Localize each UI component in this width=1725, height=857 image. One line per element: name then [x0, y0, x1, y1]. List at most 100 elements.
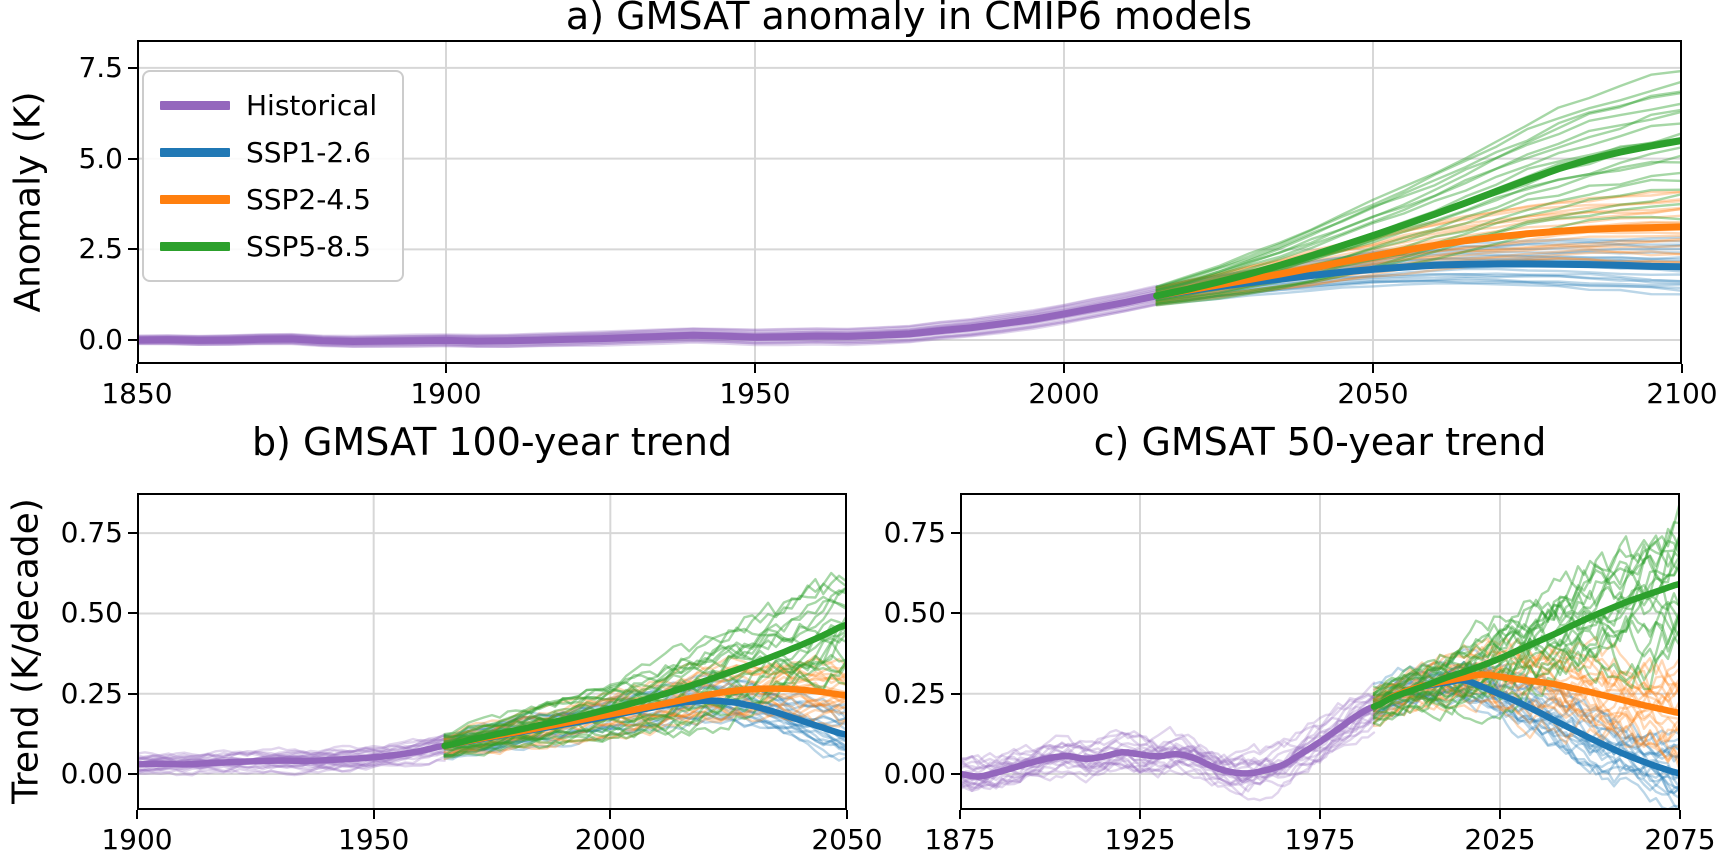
x-tick-label: 2100 [1646, 377, 1718, 410]
x-tick-label: 2000 [574, 823, 646, 856]
series-ssp2-4.5-ensemble-line [443, 699, 847, 751]
y-tick-label: 2.5 [78, 232, 123, 266]
series-ssp5-8.5-ensemble-line [443, 653, 847, 756]
x-tick-label: 2050 [1337, 377, 1409, 410]
series-historical-ensemble-line [137, 733, 446, 763]
series-ssp5-8.5-ensemble-line [1372, 612, 1680, 721]
y-tick-label: 0.50 [883, 596, 946, 630]
legend-label: Historical [246, 89, 378, 122]
series-ssp2-4.5-ensemble-line [1372, 677, 1680, 760]
series-ssp2-4.5-ensemble-line [443, 702, 847, 757]
series-historical-ensemble-line [960, 711, 1376, 789]
series-historical-ensemble-line [137, 733, 446, 759]
y-tick-mark [951, 532, 960, 535]
series-ssp2-4.5-ensemble-line [1155, 257, 1682, 307]
y-tick-label: 0.50 [60, 596, 123, 630]
series-historical-ensemble-line [960, 722, 1376, 793]
series-ssp5-8.5-ensemble-line [1372, 629, 1680, 725]
legend-swatch-historical [160, 101, 230, 110]
panel-a-title: a) GMSAT anomaly in CMIP6 models [565, 0, 1253, 38]
series-historical-ensemble-line [960, 716, 1376, 796]
x-tick-mark [1681, 364, 1683, 373]
series-ssp1-2.6-ensemble-line [443, 713, 847, 758]
y-tick-label: 0.0 [78, 323, 123, 357]
series-historical-mean-line [137, 292, 1161, 345]
x-tick-label: 1925 [1104, 823, 1176, 856]
x-tick-mark [609, 810, 612, 819]
series-ssp2-4.5-mean-line [1153, 223, 1682, 300]
series-ssp5-8.5-ensemble-line [1372, 543, 1680, 697]
series-historical-ensemble-line [137, 286, 1158, 339]
x-tick-label: 1875 [924, 823, 996, 856]
series-ssp2-4.5-ensemble-line [443, 691, 847, 749]
series-ssp1-2.6-ensemble-line [1155, 282, 1682, 306]
y-tick-mark [128, 532, 137, 535]
plot-border [137, 493, 847, 810]
series-ssp5-8.5-mean-line [441, 621, 847, 750]
series-ssp1-2.6-ensemble-line [1372, 662, 1680, 759]
x-tick-label: 1850 [101, 377, 173, 410]
series-ssp5-8.5-ensemble-line [1372, 626, 1680, 727]
series-ssp5-8.5-ensemble-line [443, 586, 847, 738]
series-ssp5-8.5-ensemble-line [1372, 551, 1680, 695]
x-tick-label: 1950 [719, 377, 791, 410]
series-ssp1-2.6-ensemble-line [1372, 689, 1680, 810]
series-ssp5-8.5-ensemble-line [443, 589, 847, 738]
series-ssp2-4.5-ensemble-line [1372, 675, 1680, 737]
series-historical-ensemble-line [137, 737, 446, 762]
y-tick-mark [951, 773, 960, 776]
series-ssp5-8.5-ensemble-line [1155, 193, 1682, 305]
series-ssp2-4.5-ensemble-line [1155, 248, 1682, 304]
x-tick-mark [1372, 364, 1374, 373]
series-historical-ensemble-line [137, 742, 446, 771]
series-ssp5-8.5-ensemble-line [1155, 102, 1682, 292]
x-tick-mark [136, 364, 138, 373]
series-historical-ensemble-line [137, 734, 446, 765]
series-ssp5-8.5-ensemble-line [443, 595, 847, 736]
y-tick-label: 7.5 [78, 50, 123, 84]
y-tick-mark [128, 157, 137, 160]
series-historical-ensemble-line [960, 716, 1376, 793]
series-ssp2-4.5-ensemble-line [1372, 676, 1680, 737]
plot-border [960, 493, 1680, 810]
series-ssp5-8.5-ensemble-line [1372, 600, 1680, 712]
series-ssp1-2.6-ensemble-line [443, 715, 847, 761]
series-historical-ensemble-line [137, 288, 1158, 340]
series-ssp1-2.6-ensemble-line [1372, 663, 1680, 746]
series-historical-ensemble-line [137, 759, 446, 777]
series-historical-ensemble-line [960, 692, 1376, 769]
series-ssp2-4.5-ensemble-line [443, 654, 847, 738]
series-ssp2-4.5-ensemble-line [1372, 635, 1680, 690]
series-ssp1-2.6-ensemble-line [443, 710, 847, 757]
x-tick-label: 2025 [1464, 823, 1536, 856]
x-tick-mark [1679, 810, 1681, 819]
series-ssp5-8.5-mean-line [1370, 580, 1680, 710]
series-ssp5-8.5-ensemble-line [443, 571, 847, 740]
series-ssp5-8.5-ensemble-line [443, 660, 847, 759]
series-ssp5-8.5-ensemble-line [1155, 122, 1682, 295]
x-tick-mark [846, 810, 848, 819]
y-tick-mark [951, 612, 960, 615]
legend-item: SSP5-8.5 [160, 227, 402, 267]
series-ssp5-8.5-ensemble-line [1372, 581, 1680, 724]
series-ssp5-8.5-ensemble-line [1372, 533, 1680, 697]
series-ssp2-4.5-ensemble-line [1155, 198, 1682, 291]
series-ssp5-8.5-ensemble-line [443, 574, 847, 743]
series-ssp2-4.5-ensemble-line [1155, 199, 1682, 290]
series-ssp2-4.5-ensemble-line [443, 655, 847, 740]
series-historical-ensemble-line [960, 694, 1376, 771]
series-ssp1-2.6-ensemble-line [1372, 687, 1680, 810]
y-tick-mark [128, 339, 137, 342]
legend: Historical SSP1-2.6 SSP2-4.5 SSP5-8.5 [142, 70, 404, 282]
series-historical-ensemble-line [137, 738, 446, 764]
series-ssp2-4.5-ensemble-line [1155, 244, 1682, 303]
y-tick-label: 0.25 [883, 676, 946, 710]
series-ssp1-2.6-ensemble-line [443, 705, 847, 756]
y-tick-label: 0.00 [883, 757, 946, 791]
y-tick-mark [128, 773, 137, 776]
y-tick-mark [128, 692, 137, 695]
series-historical-ensemble-line [960, 695, 1376, 769]
series-historical-ensemble-line [960, 720, 1376, 793]
x-tick-label: 2050 [811, 823, 883, 856]
series-ssp1-2.6-ensemble-line [1372, 688, 1680, 795]
